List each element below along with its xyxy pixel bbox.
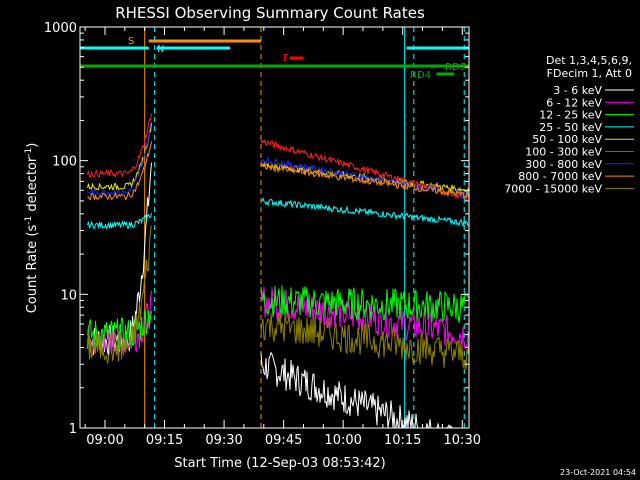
y-axis: 1 10 100 1000 [44, 21, 469, 437]
mode-bar-label: RD4 [410, 70, 431, 81]
mode-bar-label: S [128, 36, 134, 47]
mode-bar-label: F [283, 53, 289, 64]
x-tick-label: 10:00 [324, 433, 361, 448]
y-tick-label: 1 [69, 422, 77, 437]
top-mode-bars [80, 39, 469, 76]
series-line-post [260, 287, 469, 350]
y-tick-label: 1000 [44, 21, 77, 36]
series-line-post [260, 162, 469, 199]
x-axis-label: Start Time (12-Sep-03 08:53:42) [174, 456, 385, 471]
legend: Det 1,3,4,5,6,9,FDecim 1, Att 0 3 - 6 keV… [504, 54, 634, 195]
legend-label: 100 - 300 keV [525, 146, 602, 159]
y-axis-label: Count Rate (s-1 detector-1) [24, 143, 40, 314]
series-group [87, 113, 469, 428]
top-bar-labels: S N F RD9 RD4 [128, 36, 466, 81]
legend-header: Det 1,3,4,5,6,9, [546, 54, 632, 67]
mode-bar-label: RD9 [445, 62, 466, 73]
series-line-post [260, 351, 469, 428]
legend-label: 6 - 12 keV [546, 96, 602, 109]
legend-label: 7000 - 15000 keV [504, 182, 602, 195]
legend-header: FDecim 1, Att 0 [547, 67, 632, 80]
x-tick-label: 09:45 [265, 433, 302, 448]
x-tick-label: 09:30 [205, 433, 242, 448]
legend-label: 25 - 50 keV [539, 121, 602, 134]
x-tick-label: 09:00 [86, 433, 123, 448]
date-stamp: 23-Oct-2021 04:54 [560, 468, 636, 477]
series-line-post [260, 313, 469, 370]
series-line-pre [87, 225, 152, 364]
x-tick-label: 10:15 [384, 433, 421, 448]
legend-label: 300 - 800 keV [525, 158, 602, 171]
legend-label: 12 - 25 keV [539, 109, 602, 122]
legend-label: 50 - 100 keV [532, 133, 602, 146]
plot-frame [79, 26, 470, 429]
series-line-pre [87, 213, 152, 230]
x-axis: 09:00 09:15 09:30 09:45 10:00 10:15 10:30 [84, 27, 481, 448]
series-line-post [260, 285, 469, 324]
series-line-pre [87, 120, 152, 197]
x-tick-label: 09:15 [146, 433, 183, 448]
legend-label: 3 - 6 keV [553, 84, 602, 97]
series-line-post [260, 160, 469, 195]
mode-bar-label: N [157, 44, 164, 55]
series-line-pre [87, 113, 152, 179]
y-tick-label: 100 [52, 155, 77, 170]
series-line-pre [87, 141, 152, 201]
x-tick-label: 10:30 [444, 433, 481, 448]
series-line-post [261, 197, 469, 228]
chart-title: RHESSI Observing Summary Count Rates [115, 4, 425, 22]
y-tick-label: 10 [60, 288, 77, 303]
legend-label: 800 - 7000 keV [518, 170, 602, 183]
